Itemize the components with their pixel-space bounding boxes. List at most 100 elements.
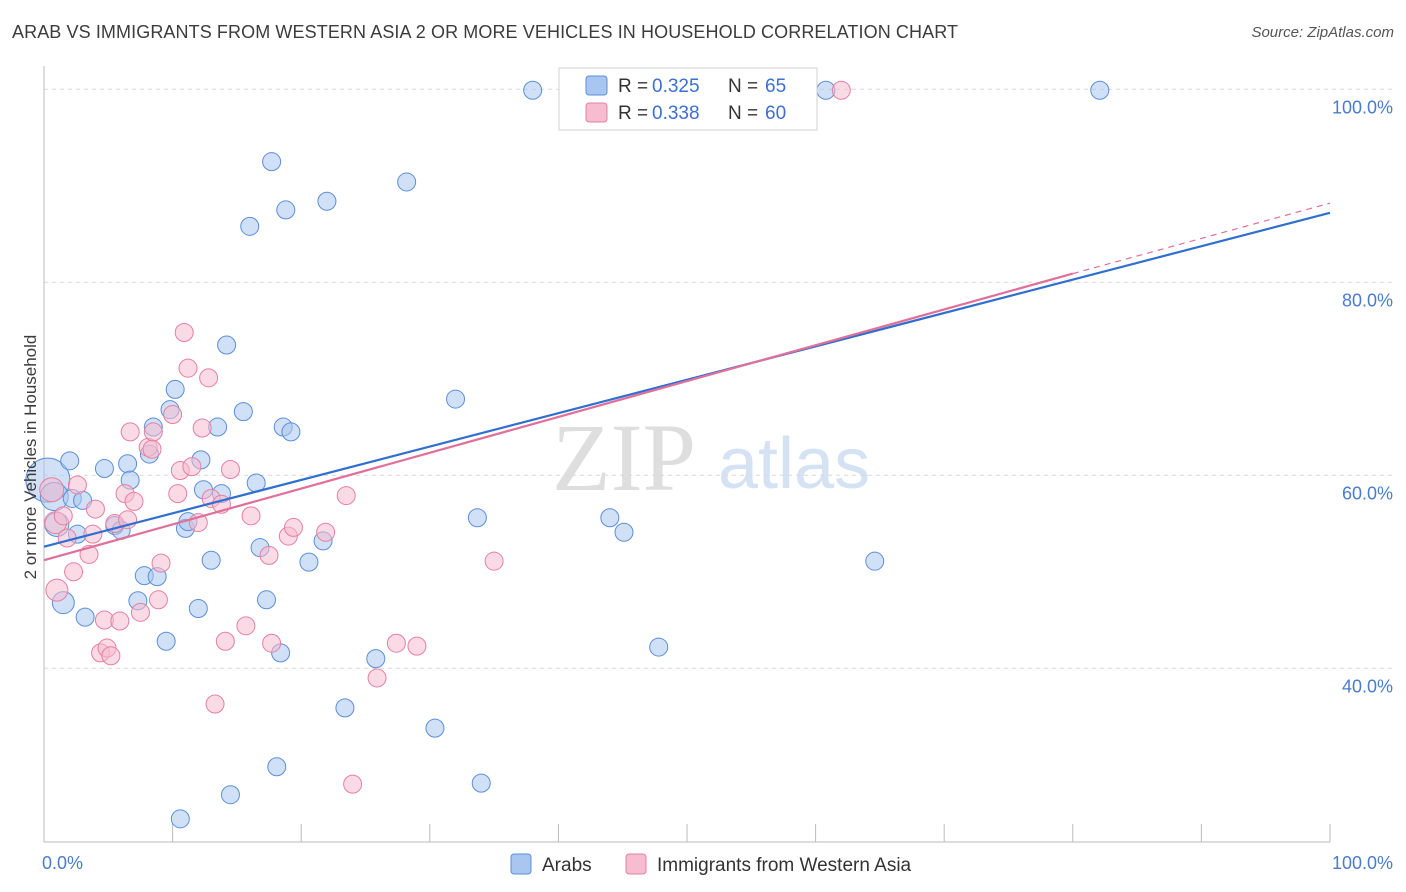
immigrants-points (39, 80, 851, 794)
immigrants-point-30 (178, 358, 198, 378)
y-tick-label-3: 100.0% (1332, 97, 1393, 117)
immigrants-point-34 (199, 368, 219, 388)
x-tick-label-1: 100.0% (1332, 853, 1393, 873)
immigrants-point-53 (831, 80, 851, 100)
arabs-point-46 (317, 191, 337, 211)
immigrants-point-52 (484, 551, 504, 571)
y-axis-label: 2 or more Vehicles in Household (21, 335, 40, 580)
watermark-atlas: atlas (718, 424, 870, 504)
x-tick-label-0: 0.0% (42, 853, 83, 873)
arabs-point-34 (240, 216, 260, 236)
immigrants-point-9 (85, 499, 105, 519)
immigrants-point-45 (283, 517, 303, 537)
arabs-point-31 (217, 335, 237, 355)
arabs-point-37 (256, 590, 276, 610)
immigrants-point-36 (205, 694, 225, 714)
axes (43, 66, 1331, 843)
immigrants-point-18 (120, 422, 140, 442)
arabs-point-44 (299, 552, 319, 572)
legend-n-value-arabs: 65 (765, 76, 786, 97)
arabs-point-56 (614, 522, 634, 542)
arabs-point-12 (118, 454, 138, 474)
gridlines (44, 88, 1394, 669)
immigrants-trend-line (43, 272, 1074, 562)
legend-swatch-arabs (585, 75, 608, 96)
arabs-point-19 (156, 631, 176, 651)
immigrants-point-39 (220, 460, 240, 480)
arabs-point-52 (467, 508, 487, 528)
immigrants-point-49 (367, 668, 387, 688)
chart-title: ARAB VS IMMIGRANTS FROM WESTERN ASIA 2 O… (12, 22, 959, 42)
arabs-point-21 (165, 379, 185, 399)
y-tick-label-0: 40.0% (1342, 676, 1393, 696)
immigrants-point-0 (39, 477, 65, 503)
bottom-legend-swatch-arabs (510, 853, 532, 875)
watermark-zip: ZIP (552, 404, 696, 511)
bottom-legend-label-immigrants: Immigrants from Western Asia (657, 855, 912, 876)
y-tick-label-2: 80.0% (1342, 290, 1393, 310)
arabs-point-33 (233, 402, 253, 422)
immigrants-point-40 (236, 616, 256, 636)
immigrants-point-19 (124, 491, 144, 511)
arabs-point-4 (60, 451, 80, 471)
arabs-point-28 (201, 550, 221, 570)
immigrants-point-27 (168, 484, 188, 504)
source-label: Source: ZipAtlas.com (1251, 24, 1394, 41)
immigrants-point-33 (192, 418, 212, 438)
immigrants-point-6 (67, 475, 87, 495)
arabs-point-42 (276, 200, 296, 220)
immigrants-point-26 (163, 405, 183, 425)
arabs-point-22 (170, 809, 190, 829)
legend-r-value-arabs: 0.325 (652, 76, 700, 97)
immigrants-point-29 (174, 322, 194, 342)
immigrants-point-23 (143, 422, 163, 442)
immigrants-point-41 (241, 506, 261, 526)
arabs-trend-line (43, 211, 1331, 548)
immigrants-point-48 (343, 774, 363, 794)
bottom-legend-label-arabs: Arabs (542, 855, 592, 876)
immigrants-point-2 (45, 578, 69, 602)
arabs-point-54 (523, 80, 543, 100)
legend-r-label-arabs: R = (618, 76, 648, 97)
arabs-point-32 (220, 785, 240, 805)
arabs-point-8 (75, 607, 95, 627)
arabs-point-43 (281, 422, 301, 442)
immigrants-point-15 (110, 611, 130, 631)
immigrants-point-31 (182, 457, 202, 477)
immigrants-point-24 (148, 590, 168, 610)
immigrants-point-25 (151, 553, 171, 573)
arabs-point-50 (425, 718, 445, 738)
legend-r-value-immigrants: 0.338 (652, 103, 700, 124)
x-tick-labels: 0.0% 100.0% (42, 853, 1393, 873)
immigrants-point-47 (336, 486, 356, 506)
immigrants-point-5 (64, 562, 84, 582)
arabs-point-51 (446, 389, 466, 409)
arabs-point-25 (188, 598, 208, 618)
arabs-point-47 (335, 698, 355, 718)
immigrants-point-38 (215, 631, 235, 651)
arabs-point-48 (366, 649, 386, 669)
legend-swatch-immigrants (585, 102, 608, 123)
y-tick-labels: 40.0% 60.0% 80.0% 100.0% (1332, 97, 1393, 696)
bottom-legend-swatch-immigrants (625, 853, 647, 875)
immigrants-point-42 (259, 545, 279, 565)
immigrants-point-46 (316, 522, 336, 542)
legend-n-value-immigrants: 60 (765, 103, 786, 124)
arabs-point-58 (649, 637, 669, 657)
stats-legend: R = 0.325 N = 65 R = 0.338 N = 60 (558, 67, 818, 131)
immigrants-point-3 (53, 506, 73, 526)
series-legend: Arabs Immigrants from Western Asia (510, 853, 912, 876)
immigrants-point-50 (386, 633, 406, 653)
immigrants-point-20 (130, 602, 150, 622)
arabs-point-60 (865, 551, 885, 571)
arabs-point-53 (471, 773, 491, 793)
immigrants-point-22 (142, 439, 162, 459)
arabs-point-61 (1090, 80, 1110, 100)
legend-r-label-immigrants: R = (618, 103, 648, 124)
arabs-point-49 (397, 172, 417, 192)
arabs-point-38 (262, 152, 282, 172)
arabs-point-39 (267, 757, 287, 777)
immigrants-point-13 (101, 646, 121, 666)
trend-lines (43, 202, 1331, 562)
